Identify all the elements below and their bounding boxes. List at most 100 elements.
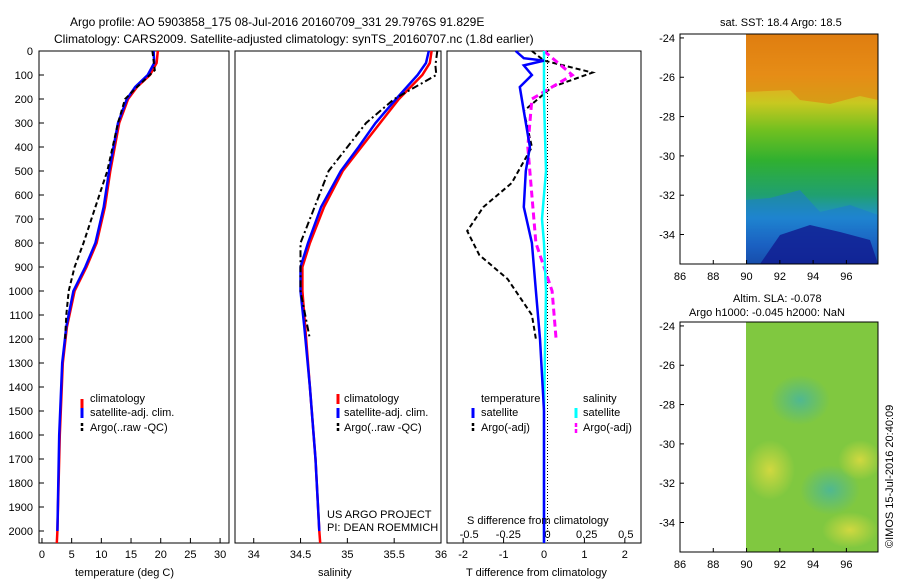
ytick-label: 0 <box>27 46 33 58</box>
xtick-label: 10 <box>95 549 107 561</box>
xtick-label: 20 <box>155 549 167 561</box>
map-xtick-label: 96 <box>840 559 852 571</box>
ytick-label: 600 <box>15 190 33 202</box>
xtick-label: 34 <box>248 549 260 561</box>
map-ytick-label: -24 <box>659 33 675 45</box>
map-xtick-label: 88 <box>707 559 719 571</box>
legend-label: Argo(-adj) <box>481 422 530 434</box>
xtick-label: 35 <box>341 549 353 561</box>
ytick-label: 900 <box>15 262 33 274</box>
xtick2-label: 0.5 <box>618 529 633 541</box>
timestamp: ©IMOS 15-Jul-2016 20:40:09 <box>884 405 896 548</box>
ytick-label: 300 <box>15 118 33 130</box>
ytick-label: 1600 <box>9 430 33 442</box>
difference-legend: temperature salinity satellite Argo(-adj… <box>471 393 632 434</box>
map-ytick-label: -34 <box>659 518 675 530</box>
ytick-label: 800 <box>15 238 33 250</box>
xtick-label: -2 <box>458 549 468 561</box>
project-line2: PI: DEAN ROEMMICH <box>327 522 438 534</box>
sla-map-title2: Argo h1000: -0.045 h2000: NaN <box>689 307 845 319</box>
series-satellite <box>299 50 431 532</box>
xtick-label: 1 <box>581 549 587 561</box>
map-ytick-label: -24 <box>659 321 675 333</box>
xtick-label: 35.5 <box>383 549 404 561</box>
ytick-label: 1400 <box>9 382 33 394</box>
xtick-label: 30 <box>214 549 226 561</box>
xtick-label: 2 <box>622 549 628 561</box>
legend-label: climatology <box>344 393 400 405</box>
xtick-label: 0 <box>541 549 547 561</box>
salinity-lines <box>299 50 439 544</box>
ytick-label: 2000 <box>9 526 33 538</box>
project-line1: US ARGO PROJECT <box>327 509 432 521</box>
series-t-satellite <box>514 50 546 543</box>
ytick-label: 1900 <box>9 502 33 514</box>
series-s-satellite <box>540 51 548 543</box>
temperature-lines <box>55 50 160 544</box>
depth-axis: 0 100 200 300 400 500 600 700 800 900 1000 1100 1200… <box>9 46 44 538</box>
difference-lines <box>466 49 596 543</box>
salinity-xlabel: salinity <box>318 567 352 579</box>
ytick-label: 500 <box>15 166 33 178</box>
ytick-label: 1500 <box>9 406 33 418</box>
series-s-argo <box>526 49 575 340</box>
sst-map: sat. SST: 18.4 Argo: 18.5 -24 -26 -28 -30 -3… <box>659 17 879 283</box>
xtick-label: 0 <box>39 549 45 561</box>
legend-label: satellite <box>481 407 518 419</box>
map-xtick-label: 92 <box>774 271 786 283</box>
salinity-legend: climatology satellite-adj. clim. Argo(..… <box>336 393 428 434</box>
sst-map-frame <box>679 33 879 265</box>
map-xtick-label: 94 <box>807 559 819 571</box>
series-t-argo <box>466 50 596 340</box>
sst-map-x-axis: 86 88 90 92 94 96 <box>674 260 853 283</box>
map-ytick-label: -32 <box>659 478 675 490</box>
ytick-label: 200 <box>15 94 33 106</box>
legend-label: Argo(..raw -QC) <box>90 422 168 434</box>
ytick-label: 1200 <box>9 334 33 346</box>
xtick2-label: -0.5 <box>460 529 479 541</box>
map-ytick-label: -34 <box>659 230 675 242</box>
ytick-label: 1700 <box>9 454 33 466</box>
map-xtick-label: 94 <box>807 271 819 283</box>
xtick-label: -1 <box>499 549 509 561</box>
map-xtick-label: 86 <box>674 559 686 571</box>
xtick-label: 15 <box>125 549 137 561</box>
legend-label: Argo(..raw -QC) <box>344 422 422 434</box>
sla-high-blob <box>838 440 882 480</box>
map-xtick-label: 96 <box>840 271 852 283</box>
map-ytick-label: -26 <box>659 360 675 372</box>
map-xtick-label: 88 <box>707 271 719 283</box>
salinity-panel: 34 34.5 35 35.5 36 salinity climatology sate… <box>234 50 447 579</box>
map-xtick-label: 90 <box>740 271 752 283</box>
series-argo <box>299 50 439 340</box>
sla-low-blob <box>800 465 860 515</box>
ytick-label: 1000 <box>9 286 33 298</box>
map-ytick-label: -26 <box>659 72 675 84</box>
map-ytick-label: -28 <box>659 400 675 412</box>
map-xtick-label: 92 <box>774 559 786 571</box>
header-line1: Argo profile: AO 5903858_175 08-Jul-2016… <box>70 15 484 29</box>
sla-map-frame <box>679 321 879 553</box>
sst-map-title: sat. SST: 18.4 Argo: 18.5 <box>720 17 842 29</box>
s-difference-x-axis: -0.5-0.2500.250.5 <box>460 529 634 541</box>
ytick-label: 1800 <box>9 478 33 490</box>
legend-label: satellite-adj. clim. <box>90 407 174 419</box>
salinity-axes-frame <box>234 50 442 544</box>
legend-title-temperature: temperature <box>481 393 540 405</box>
t-diff-xlabel: T difference from climatology <box>466 567 607 579</box>
sst-warm-patch <box>746 34 878 104</box>
xtick2-label: 0.25 <box>576 529 597 541</box>
ytick-label: 1300 <box>9 358 33 370</box>
xtick-label: 34.5 <box>290 549 311 561</box>
map-ytick-label: -30 <box>659 151 675 163</box>
legend-label: climatology <box>90 393 146 405</box>
series-satellite <box>56 50 156 532</box>
map-ytick-label: -30 <box>659 439 675 451</box>
sla-map-y-axis: -24 -26 -28 -30 -32 -34 <box>659 321 684 530</box>
salinity-x-axis: 34 34.5 35 35.5 36 <box>248 538 447 561</box>
sla-high-blob <box>745 440 795 500</box>
xtick2-label: -0.25 <box>496 529 521 541</box>
sla-map-x-axis: 86 88 90 92 94 96 <box>674 548 853 571</box>
